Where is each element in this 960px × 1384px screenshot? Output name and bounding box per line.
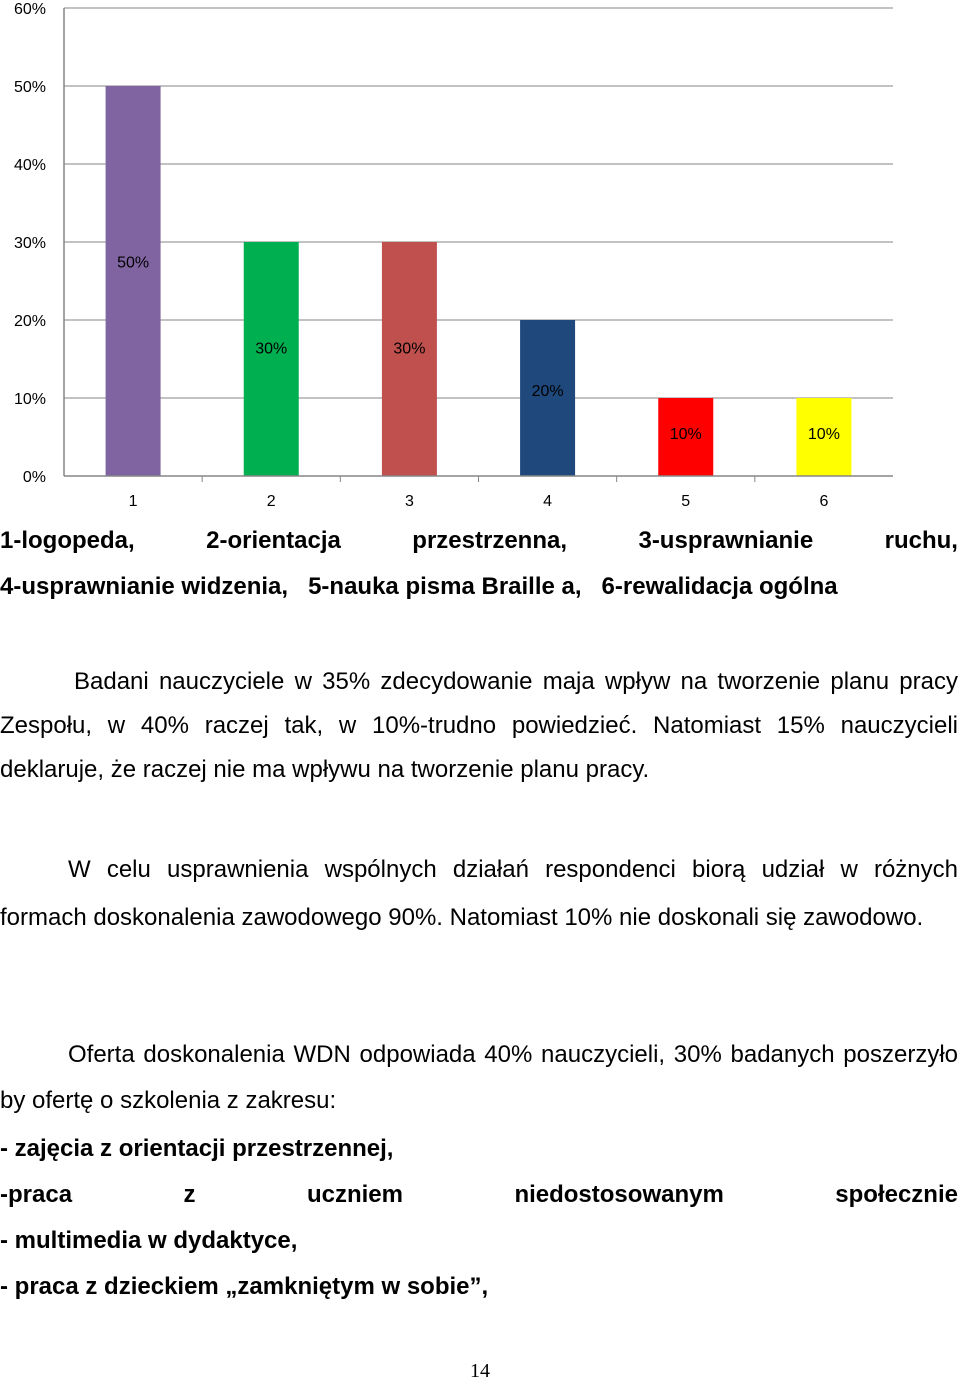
paragraph-2: W celu usprawnienia wspólnych działań re… (0, 846, 958, 942)
x-tick-label: 4 (543, 493, 552, 510)
bar-data-label: 30% (255, 340, 287, 357)
bar-data-label: 20% (532, 383, 564, 400)
x-tick-label: 1 (129, 493, 138, 510)
paragraph-1-text: Badani nauczyciele w 35% zdecydowanie ma… (0, 668, 958, 783)
bar (243, 242, 299, 476)
chart-bars (105, 86, 852, 476)
bullet-word: uczniem (306, 1181, 403, 1208)
y-tick-label: 10% (14, 391, 46, 408)
legend-item: ruchu, (884, 527, 958, 554)
bar (105, 86, 161, 476)
y-tick-label: 30% (14, 235, 46, 252)
legend-item: 3-usprawnianie (638, 527, 814, 554)
chart-legend: 1-logopeda, 2-orientacja przestrzenna, 3… (0, 518, 958, 610)
bar-data-labels: 50% 30% 30% 20% 10% 10% (117, 255, 840, 444)
legend-item: 1-logopeda, (0, 527, 135, 554)
legend-item: 2-orientacja (206, 527, 341, 554)
y-tick-label: 20% (14, 313, 46, 330)
paragraph-3: Oferta doskonalenia WDN odpowiada 40% na… (0, 1032, 958, 1124)
x-axis-ticks: 1 2 3 4 5 6 (129, 476, 828, 510)
bullet-item: -praca z uczniem niedostosowanym społecz… (0, 1172, 958, 1218)
paragraph-3-text: Oferta doskonalenia WDN odpowiada 40% na… (0, 1041, 958, 1114)
bullet-item: - zajęcia z orientacji przestrzennej, (0, 1135, 394, 1162)
legend-line-2: 4-usprawnianie widzenia, 5-nauka pisma B… (0, 564, 958, 610)
y-tick-label: 50% (14, 79, 46, 96)
y-tick-label: 60% (14, 1, 46, 18)
bullet-word: niedostosowanym (514, 1181, 724, 1208)
x-tick-label: 6 (819, 493, 828, 510)
bar (658, 398, 714, 476)
bullet-list: - zajęcia z orientacji przestrzennej, -p… (0, 1126, 958, 1310)
bar-data-label: 30% (393, 340, 425, 357)
bar-data-label: 50% (117, 255, 149, 272)
bar (381, 242, 437, 476)
bar (796, 398, 852, 476)
bullet-item: - praca z dzieckiem „zamkniętym w sobie”… (0, 1273, 489, 1300)
x-tick-label: 2 (267, 493, 276, 510)
x-tick-label: 3 (405, 493, 414, 510)
bar-chart: 0% 10% 20% 30% 40% 50% 60% 50% 30% 30% 20% 10% 1 0% … (14, 1, 893, 510)
legend-item: 5-nauka pisma Braille a, (308, 573, 582, 600)
bar-data-label: 10% (670, 426, 702, 443)
y-tick-label: 40% (14, 157, 46, 174)
paragraph-1: Badani nauczyciele w 35% zdecydowanie ma… (0, 660, 958, 792)
legend-item: przestrzenna, (412, 527, 568, 554)
legend-item: 6-rewalidacja ogólna (601, 573, 838, 600)
paragraph-2-text: W celu usprawnienia wspólnych działań re… (0, 856, 958, 931)
bar-data-label: 10% (808, 426, 840, 443)
bullet-item: - multimedia w dydaktyce, (0, 1227, 298, 1254)
bar (520, 320, 576, 476)
page-number: 14 (470, 1360, 490, 1382)
bullet-word: z (183, 1181, 196, 1208)
x-tick-label: 5 (681, 493, 690, 510)
y-axis-ticks: 0% 10% 20% 30% 40% 50% 60% (14, 1, 46, 486)
bullet-word: -praca (0, 1181, 73, 1208)
chart-gridlines (64, 7, 893, 399)
bullet-word: społecznie (835, 1181, 958, 1208)
legend-line-1: 1-logopeda, 2-orientacja przestrzenna, 3… (0, 518, 958, 564)
legend-item: 4-usprawnianie widzenia, (0, 573, 289, 600)
y-tick-label: 0% (23, 469, 46, 486)
